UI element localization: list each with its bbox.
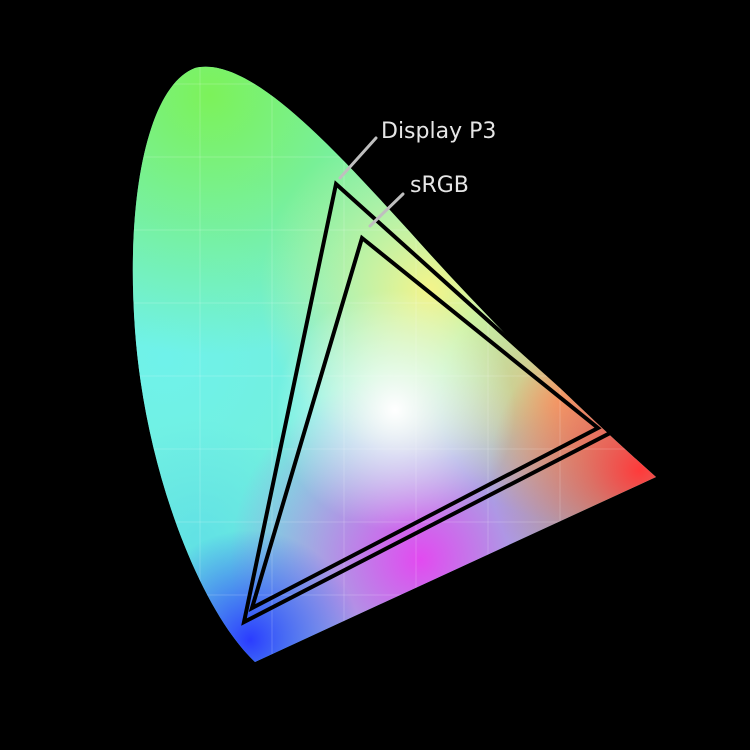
- srgb-leader-line: [368, 192, 405, 228]
- srgb-label: sRGB: [410, 173, 469, 198]
- srgb-gamut-triangle: [248, 234, 602, 612]
- display-p3-label: Display P3: [381, 119, 496, 144]
- display-p3-leader-line: [338, 136, 378, 180]
- display-p3-gamut-triangle: [241, 180, 616, 626]
